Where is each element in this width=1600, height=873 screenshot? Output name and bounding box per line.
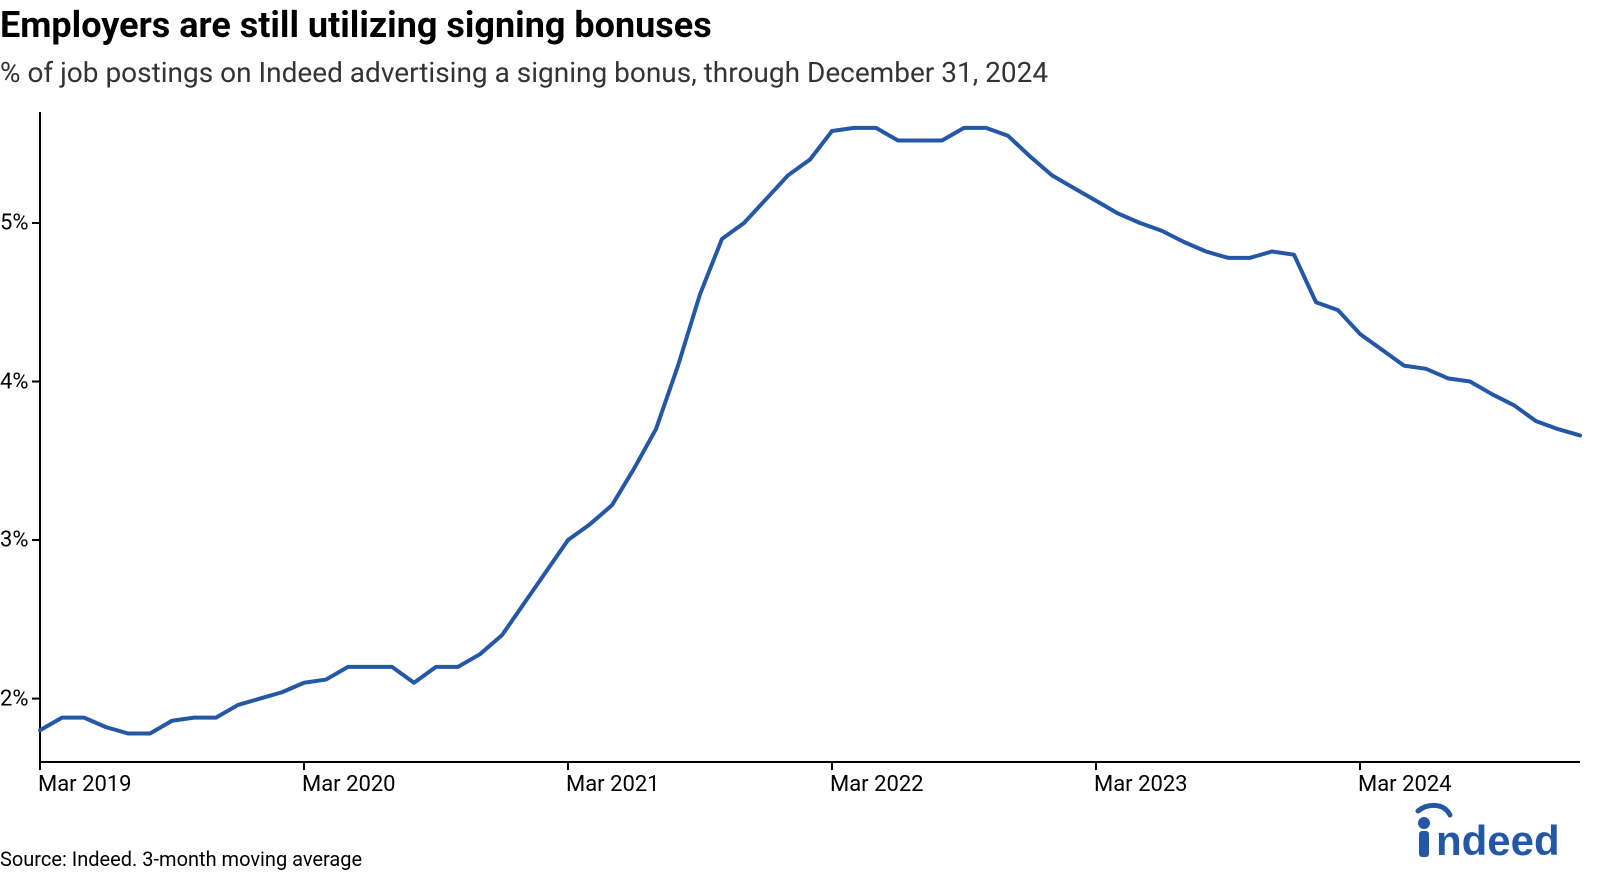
y-tick-label: 2%: [0, 686, 28, 711]
chart-subtitle: % of job postings on Indeed advertising …: [0, 56, 1048, 89]
x-tick-label: Mar 2022: [830, 772, 924, 797]
x-tick-label: Mar 2019: [38, 772, 132, 797]
y-tick-label: 5%: [0, 210, 28, 235]
line-chart: [40, 112, 1580, 762]
chart-title: Employers are still utilizing signing bo…: [0, 4, 712, 46]
x-tick-label: Mar 2021: [566, 772, 660, 797]
y-tick-label: 3%: [0, 528, 28, 553]
x-tick-label: Mar 2020: [302, 772, 396, 797]
chart-container: Employers are still utilizing signing bo…: [0, 0, 1600, 873]
x-tick-label: Mar 2023: [1094, 772, 1188, 797]
indeed-logo: ndeed: [1400, 801, 1580, 865]
y-tick-label: 4%: [0, 369, 28, 394]
x-tick-label: Mar 2024: [1358, 772, 1452, 797]
source-note: Source: Indeed. 3-month moving average: [0, 847, 362, 871]
svg-text:ndeed: ndeed: [1436, 817, 1560, 861]
